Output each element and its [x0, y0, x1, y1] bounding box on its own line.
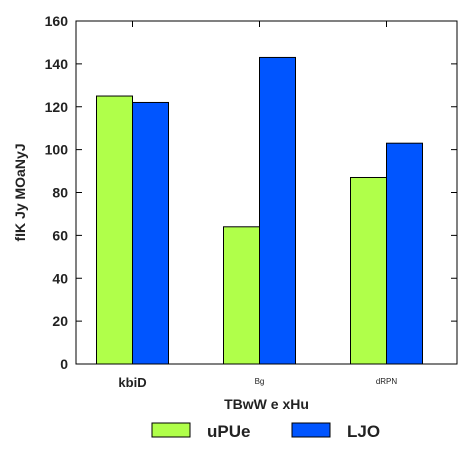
- y-tick-label: 40: [52, 270, 68, 286]
- x-tick-label: kbiD: [118, 375, 146, 390]
- legend: uPUe LJO: [151, 422, 380, 441]
- x-axis-ticks: kbiD Bg dRPN: [118, 21, 397, 390]
- legend-label: uPUe: [207, 422, 250, 441]
- y-tick-label: 0: [60, 356, 68, 372]
- legend-label: LJO: [347, 422, 380, 441]
- y-axis-title: fIK Jy MOaNyJ: [12, 143, 28, 241]
- x-axis-title: TBwW e xHu: [224, 396, 309, 412]
- y-tick-label: 80: [52, 185, 68, 201]
- bar-uPUe-dRPN: [350, 176, 387, 365]
- y-tick-label: 20: [52, 313, 68, 329]
- bar-LJO-dRPN: [386, 142, 423, 365]
- y-axis-ticks: 0 20 40 60 80 100 120 140 160: [45, 13, 457, 372]
- bar-LJO-kbiD: [132, 101, 169, 365]
- y-tick-label: 140: [45, 56, 69, 72]
- y-tick-label: 160: [45, 13, 69, 29]
- bars-layer: [96, 56, 423, 365]
- x-tick-label: dRPN: [376, 377, 398, 386]
- legend-swatch-uPUe: [151, 422, 191, 438]
- y-tick-label: 120: [45, 99, 69, 115]
- legend-swatch-LJO: [291, 422, 331, 438]
- y-tick-label: 100: [45, 142, 69, 158]
- x-tick-label: Bg: [255, 377, 265, 386]
- bar-uPUe-kbiD: [96, 95, 133, 365]
- bar-LJO-Bg: [259, 56, 296, 365]
- bar-uPUe-Bg: [223, 226, 260, 365]
- y-tick-label: 60: [52, 227, 68, 243]
